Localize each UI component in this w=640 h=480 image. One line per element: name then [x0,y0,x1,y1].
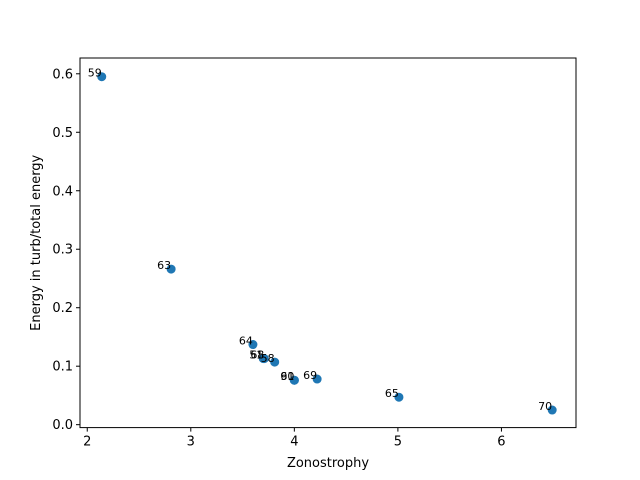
y-axis-label: Energy in turb/total energy [29,154,44,330]
data-point-59 [97,72,107,82]
point-label-59: 59 [88,67,102,80]
data-point-64 [248,340,258,350]
data-point-90 [289,375,299,385]
x-tick-label: 3 [187,435,195,450]
y-tick-label: 0.1 [52,360,73,375]
y-tick-label: 0.3 [52,243,73,258]
y-axis-ticks: 0.0 0.1 0.2 0.3 0.4 0.5 0.6 [52,67,80,433]
data-point-70 [547,405,557,415]
y-tick-label: 0.5 [52,126,73,141]
points-layer [97,72,557,415]
y-tick-label: 0.0 [52,418,73,433]
x-axis-label: Zonostrophy [287,456,369,471]
point-label-64: 64 [239,335,253,348]
plot-area-frame [79,57,577,429]
x-tick-label: 5 [394,435,402,450]
point-label-70: 70 [538,400,552,413]
point-label-58: 58 [261,352,275,365]
point-label-51: 51 [249,349,263,362]
x-axis-ticks: 2 3 4 5 6 [83,427,506,450]
x-tick-label: 4 [290,435,298,450]
point-label-61: 61 [280,370,294,383]
y-tick-label: 0.6 [52,67,73,82]
data-point-69 [312,374,322,384]
point-label-69: 69 [303,369,317,382]
data-point-63 [166,264,176,274]
data-point-68 [259,354,269,364]
point-label-90: 90 [280,370,294,383]
point-label-68: 68 [250,349,264,362]
y-tick-label: 0.2 [52,301,73,316]
y-tick-label: 0.4 [52,184,73,199]
point-label-65: 65 [385,387,399,400]
data-point-65 [394,392,404,402]
x-tick-label: 6 [497,435,505,450]
data-point-58 [270,357,280,367]
point-label-63: 63 [157,259,171,272]
x-tick-label: 2 [83,435,91,450]
